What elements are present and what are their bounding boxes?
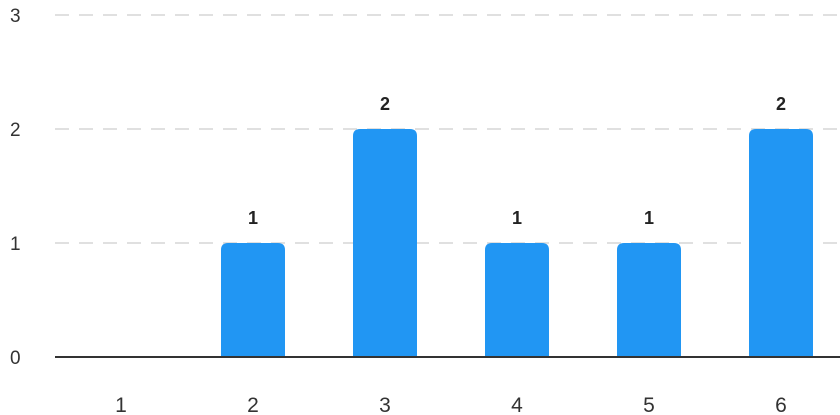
- x-tick-label-4: 4: [511, 394, 523, 415]
- bar-2: [221, 243, 285, 357]
- labels: 0 1 2 3 1 1 2 2 3 1 4 1 5 2 6: [10, 6, 787, 415]
- data-label-5: 1: [644, 208, 654, 228]
- data-label-3: 2: [380, 94, 390, 114]
- bar-3: [353, 129, 417, 357]
- bar-6: [749, 129, 813, 357]
- x-tick-label-3: 3: [379, 394, 391, 415]
- y-tick-label: 3: [10, 6, 21, 27]
- data-label-6: 2: [776, 94, 786, 114]
- gridlines: [55, 14, 840, 244]
- bars: [221, 129, 813, 357]
- x-tick-label-2: 2: [247, 394, 259, 415]
- bar-5: [617, 243, 681, 357]
- x-tick-label-6: 6: [775, 394, 787, 415]
- y-tick-label: 2: [10, 120, 21, 141]
- y-tick-label: 1: [10, 234, 21, 255]
- bar-4: [485, 243, 549, 357]
- y-tick-label: 0: [10, 348, 21, 369]
- data-label-2: 1: [248, 208, 258, 228]
- data-label-4: 1: [512, 208, 522, 228]
- x-tick-label-5: 5: [643, 394, 655, 415]
- x-tick-label-1: 1: [115, 394, 127, 415]
